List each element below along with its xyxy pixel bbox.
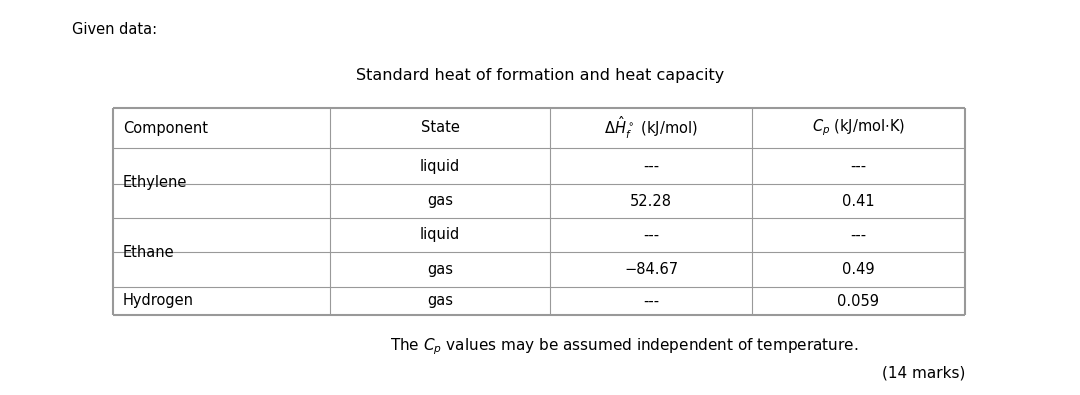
Text: gas: gas [427, 262, 453, 277]
Text: $C_p$ (kJ/mol$\cdot$K): $C_p$ (kJ/mol$\cdot$K) [812, 118, 905, 138]
Text: ---: --- [643, 293, 659, 308]
Text: Hydrogen: Hydrogen [123, 293, 194, 308]
Text: State: State [420, 120, 459, 135]
Text: Component: Component [123, 120, 208, 135]
Text: gas: gas [427, 194, 453, 209]
Text: ---: --- [643, 158, 659, 173]
Text: Ethylene: Ethylene [123, 175, 187, 190]
Text: $\Delta\hat{H}_f^\circ$ (kJ/mol): $\Delta\hat{H}_f^\circ$ (kJ/mol) [604, 115, 698, 141]
Text: 52.28: 52.28 [630, 194, 672, 209]
Text: ---: --- [850, 158, 866, 173]
Text: −84.67: −84.67 [624, 262, 678, 277]
Text: The $C_p$ values may be assumed independent of temperature.: The $C_p$ values may be assumed independ… [390, 336, 859, 357]
Text: 0.41: 0.41 [842, 194, 875, 209]
Text: liquid: liquid [420, 158, 460, 173]
Text: liquid: liquid [420, 228, 460, 243]
Text: 0.059: 0.059 [837, 293, 879, 308]
Text: gas: gas [427, 293, 453, 308]
Text: Standard heat of formation and heat capacity: Standard heat of formation and heat capa… [356, 68, 724, 83]
Text: (14 marks): (14 marks) [881, 365, 966, 380]
Text: 0.49: 0.49 [842, 262, 875, 277]
Text: ---: --- [850, 228, 866, 243]
Text: Given data:: Given data: [72, 22, 157, 37]
Text: ---: --- [643, 228, 659, 243]
Text: Ethane: Ethane [123, 245, 175, 260]
